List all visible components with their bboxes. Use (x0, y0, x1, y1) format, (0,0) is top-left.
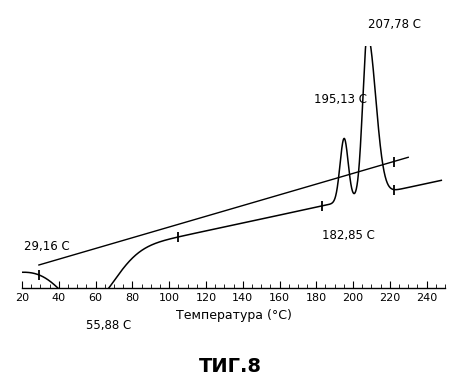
Text: 182,85 C: 182,85 C (321, 230, 374, 242)
Text: 195,13 C: 195,13 C (314, 93, 367, 106)
X-axis label: Температура (°С): Температура (°С) (175, 309, 291, 322)
Text: 29,16 C: 29,16 C (24, 240, 69, 253)
Text: 207,78 C: 207,78 C (367, 18, 420, 31)
Text: 55,88 C: 55,88 C (86, 319, 131, 332)
Text: ΤИГ.8: ΤИГ.8 (198, 357, 261, 376)
